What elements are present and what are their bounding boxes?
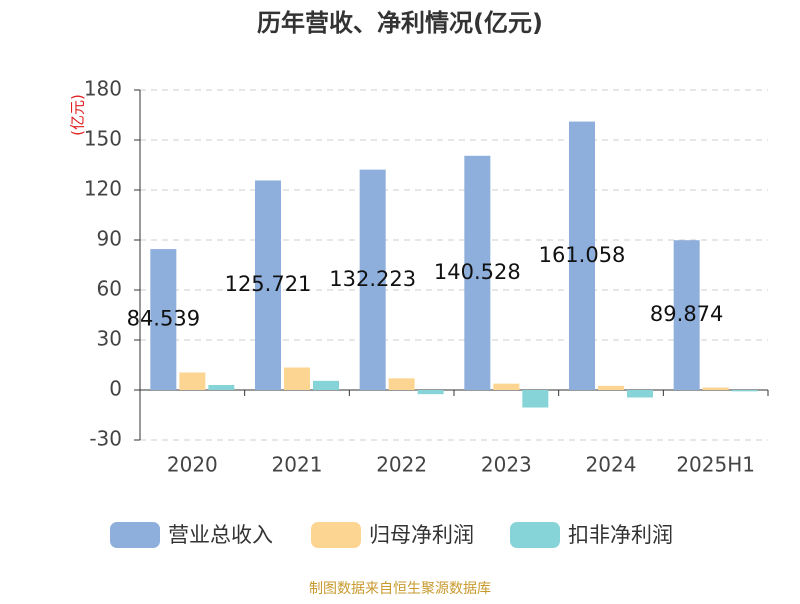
bar (522, 390, 549, 408)
bar (702, 387, 729, 390)
legend-swatch (110, 522, 160, 548)
x-tick-label: 2021 (272, 453, 323, 477)
bar (731, 390, 758, 392)
bar (313, 380, 339, 390)
y-tick-label: 90 (97, 227, 122, 251)
chart-title: 历年营收、净利情况(亿元) (257, 9, 543, 37)
data-label: 84.539 (127, 307, 200, 331)
x-tick-label: 2020 (167, 453, 218, 477)
x-tick-label: 2025H1 (676, 453, 755, 477)
y-tick-label: -30 (89, 427, 122, 451)
bar (673, 240, 700, 390)
bar (208, 385, 235, 390)
bar (598, 385, 624, 390)
y-tick-label: 120 (84, 177, 122, 201)
y-tick-label: 180 (84, 77, 122, 101)
bar (493, 383, 520, 390)
legend-swatch (311, 522, 361, 548)
bar (150, 249, 177, 390)
bar (464, 155, 491, 390)
legend-swatch (510, 522, 560, 548)
data-label: 125.721 (225, 272, 312, 296)
bar (255, 180, 281, 390)
bar (388, 378, 415, 390)
bar (179, 372, 206, 390)
x-tick-label: 2024 (586, 453, 637, 477)
data-label: 89.874 (650, 302, 723, 326)
data-label: 161.058 (539, 243, 626, 267)
legend-label: 扣非净利润 (568, 523, 673, 547)
source-note: 制图数据来自恒生聚源数据库 (309, 581, 491, 597)
bar (569, 121, 595, 390)
y-tick-label: 150 (84, 127, 122, 151)
y-tick-label: 0 (109, 377, 122, 401)
x-tick-label: 2022 (376, 453, 427, 477)
bar (627, 390, 653, 398)
bar (417, 390, 444, 395)
y-tick-label: 30 (97, 327, 122, 351)
y-tick-label: 60 (97, 277, 122, 301)
data-label: 132.223 (329, 267, 416, 291)
bar (359, 169, 386, 390)
data-label: 140.528 (434, 260, 521, 284)
legend-label: 归母净利润 (369, 523, 474, 547)
x-tick-label: 2023 (481, 453, 532, 477)
bar (284, 367, 310, 390)
legend-label: 营业总收入 (168, 523, 273, 547)
y-axis-label: (亿元) (69, 94, 87, 136)
